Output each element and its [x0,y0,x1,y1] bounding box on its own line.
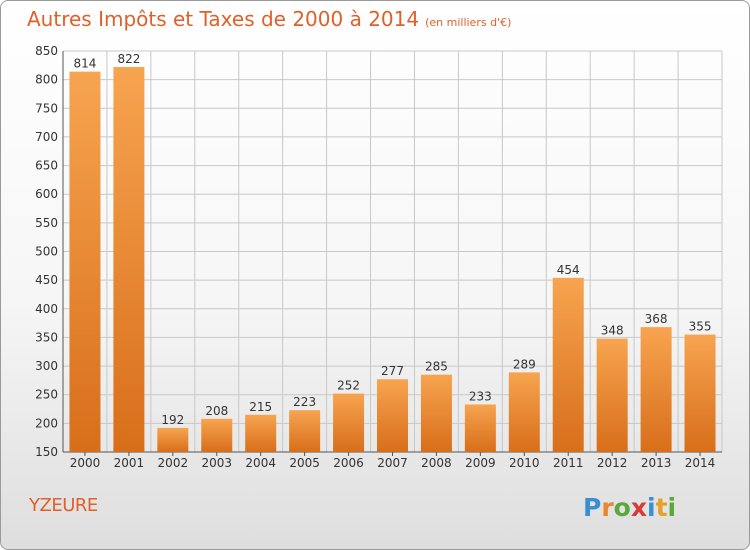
bar-2004 [245,414,277,452]
data-label-2004: 215 [249,400,272,414]
y-tick-label: 400 [35,302,58,316]
x-tick-label-2009: 2009 [465,456,496,470]
y-tick-label: 550 [35,216,58,230]
y-tick-label: 600 [35,187,58,201]
x-tick-label-2012: 2012 [597,456,628,470]
data-label-2008: 285 [425,360,448,374]
bar-2009 [464,404,496,452]
bar-2013 [640,327,672,452]
y-tick-label: 300 [35,359,58,373]
data-label-2007: 277 [381,364,404,378]
x-tick-label-2002: 2002 [158,456,189,470]
x-tick-label-2003: 2003 [201,456,232,470]
chart-subtitle: (en milliers d'€) [425,16,512,29]
y-tick-label: 850 [35,44,58,58]
chart-title: Autres Impôts et Taxes de 2000 à 2014 (en… [27,7,511,31]
data-label-2003: 208 [205,404,228,418]
y-tick-label: 350 [35,330,58,344]
x-tick-label-2006: 2006 [333,456,364,470]
data-label-2011: 454 [557,263,580,277]
title-text: Autres Impôts et Taxes de 2000 à 2014 [27,7,420,31]
y-tick-label: 250 [35,388,58,402]
bar-2007 [377,379,408,452]
x-tick-label-2005: 2005 [289,456,320,470]
bar-2003 [201,418,233,452]
x-tick-label-2004: 2004 [245,456,276,470]
bar-2012 [596,338,628,452]
y-tick-label: 450 [35,273,58,287]
data-label-2006: 252 [337,379,360,393]
bars [69,67,716,452]
bar-2000 [69,71,101,452]
svg-text:Proxiti: Proxiti [583,493,676,522]
data-label-2013: 368 [645,312,668,326]
data-label-2014: 355 [689,320,712,334]
bar-2002 [157,427,189,452]
bar-2006 [333,393,365,452]
data-label-2001: 822 [117,52,140,66]
x-tick-label-2001: 2001 [114,456,145,470]
bar-2008 [420,374,452,452]
y-tick-label: 750 [35,101,58,115]
y-tick-label: 150 [35,445,58,459]
proxiti-logo: Proxiti [583,493,676,522]
x-tick-label-2011: 2011 [553,456,584,470]
city-label: YZEURE [29,495,98,516]
x-tick-label-2000: 2000 [70,456,101,470]
x-tick-label-2008: 2008 [421,456,452,470]
x-tick-label-2007: 2007 [377,456,408,470]
data-label-2000: 814 [74,57,97,71]
y-tick-label: 200 [35,416,58,430]
x-tick-label-2013: 2013 [641,456,672,470]
bar-2014 [684,334,716,452]
data-label-2010: 289 [513,357,536,371]
y-tick-label: 800 [35,73,58,87]
bar-2010 [508,372,540,452]
y-tick-label: 650 [35,159,58,173]
data-label-2009: 233 [469,389,492,403]
data-labels: 814 822 192 208 215 223 252 277 285 233 289 454 348 3… [74,52,712,427]
axes: 150 200 250 300 350 400 450 500 550 600 650 700 750 8… [35,44,722,470]
y-tick-label: 700 [35,130,58,144]
bar-2001 [113,67,145,452]
x-tick-label-2014: 2014 [685,456,716,470]
data-label-2012: 348 [601,324,624,338]
x-tick-label-2010: 2010 [509,456,540,470]
bar-2011 [552,277,584,452]
y-tick-label: 500 [35,245,58,259]
data-label-2005: 223 [293,395,316,409]
bar-2005 [289,410,321,452]
data-label-2002: 192 [161,413,184,427]
